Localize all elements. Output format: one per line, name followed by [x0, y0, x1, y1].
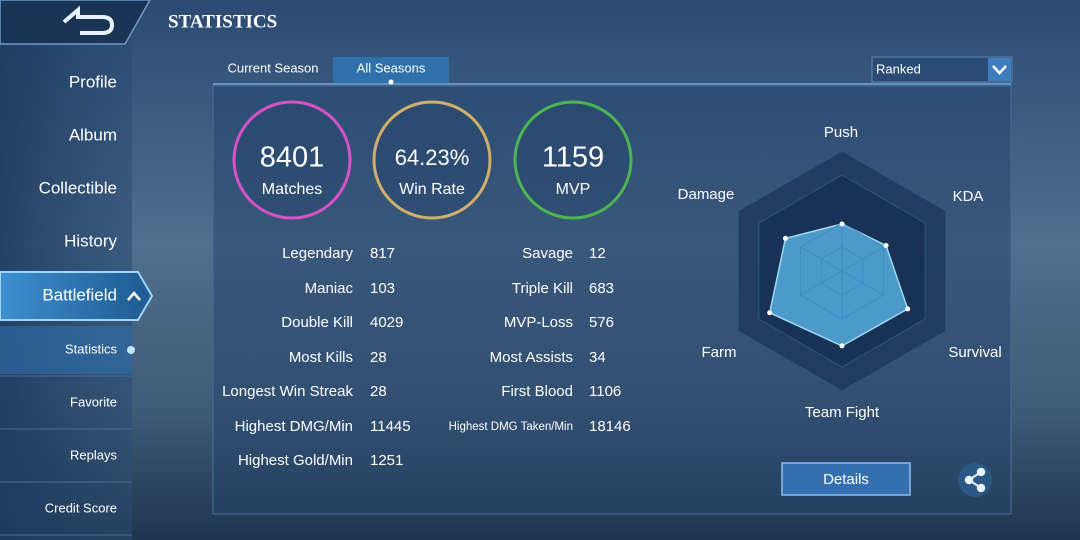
summary-value: 1159 — [542, 142, 604, 174]
radar-spoke — [841, 246, 884, 272]
stat-value: 1106 — [589, 383, 621, 400]
stat-label: Highest Gold/Min — [238, 452, 353, 469]
radar-axis-label: Push — [824, 124, 858, 141]
summary-value: 64.23% — [395, 145, 470, 170]
sidebar-subitem[interactable]: Replays — [70, 447, 117, 462]
radar-axis-label: Damage — [678, 186, 735, 203]
stat-label: Double Kill — [281, 314, 353, 331]
stat-value: 1251 — [370, 452, 403, 469]
stat-value: 18146 — [589, 418, 631, 435]
summary-label: Win Rate — [399, 181, 465, 198]
stat-value: 576 — [589, 314, 614, 331]
summary-label: MVP — [556, 181, 591, 198]
radar-point — [839, 343, 845, 349]
subitem-active-bg — [0, 326, 132, 374]
stat-label: Maniac — [305, 280, 354, 297]
sidebar — [0, 0, 132, 540]
sidebar-item[interactable]: Battlefield — [42, 285, 117, 304]
stat-value: 11445 — [370, 418, 411, 435]
stat-label: Triple Kill — [512, 280, 573, 297]
back-button[interactable] — [0, 0, 151, 45]
stat-label: Most Assists — [490, 349, 573, 366]
stat-value: 4029 — [370, 314, 403, 331]
sidebar-active-bg — [0, 271, 154, 321]
stat-value: 103 — [370, 280, 395, 297]
stat-value: 12 — [589, 245, 606, 262]
sidebar-item[interactable]: History — [64, 231, 117, 250]
chevron-up — [127, 291, 141, 301]
details-label[interactable]: Details — [823, 471, 869, 488]
sidebar-item[interactable]: Collectible — [39, 178, 117, 197]
sidebar-subitem[interactable]: Favorite — [70, 394, 117, 409]
details-button[interactable] — [781, 462, 911, 496]
back-icon — [62, 5, 115, 35]
radar-spoke — [800, 270, 843, 296]
summary-value: 8401 — [260, 142, 325, 174]
stat-label: Longest Win Streak — [222, 383, 353, 400]
subitem-dot — [127, 346, 135, 354]
share-button[interactable] — [958, 463, 992, 497]
radar-point — [782, 235, 788, 241]
sidebar-subitem[interactable]: Credit Score — [45, 500, 117, 515]
radar-point — [883, 243, 889, 249]
stat-value: 34 — [589, 349, 606, 366]
stat-label: Highest DMG Taken/Min — [449, 421, 573, 433]
dropdown-arrow — [992, 65, 1007, 75]
stat-value: 817 — [370, 245, 395, 262]
sidebar-item[interactable]: Album — [69, 125, 117, 144]
sidebar-subitem[interactable]: Statistics — [65, 341, 118, 356]
share-icon — [964, 467, 986, 493]
stat-value: 683 — [589, 280, 614, 297]
dropdown-value: Ranked — [876, 61, 921, 76]
summary-ring — [372, 100, 492, 220]
radar-point — [767, 310, 773, 316]
dropdown-arrow-bg — [988, 58, 1011, 81]
stat-label: Highest DMG/Min — [235, 418, 353, 435]
stat-value: 28 — [370, 349, 387, 366]
stat-label: First Blood — [501, 383, 573, 400]
summary-label: Matches — [262, 181, 322, 198]
summary-ring — [232, 100, 352, 220]
radar-axis-label: Farm — [702, 344, 737, 361]
radar-axis-label: KDA — [953, 188, 984, 205]
radar-point — [839, 221, 845, 227]
tab[interactable]: All Seasons — [357, 60, 426, 75]
radar-spoke — [800, 246, 843, 272]
radar-axis-label: Team Fight — [805, 404, 880, 421]
stat-label: Legendary — [282, 245, 353, 262]
tab[interactable]: Current Season — [227, 60, 318, 75]
stat-label: MVP-Loss — [504, 314, 573, 331]
tab-indicator — [388, 79, 394, 85]
active-tab-bg — [333, 57, 449, 83]
stat-label: Savage — [522, 245, 573, 262]
sidebar-item[interactable]: Profile — [69, 72, 117, 91]
radar-axis-label: Survival — [948, 344, 1001, 361]
stat-label: Most Kills — [289, 349, 353, 366]
page-title: STATISTICS — [168, 11, 277, 32]
radar-spoke — [841, 270, 884, 296]
stat-value: 28 — [370, 383, 387, 400]
radar-point — [905, 306, 911, 312]
summary-ring — [513, 100, 633, 220]
